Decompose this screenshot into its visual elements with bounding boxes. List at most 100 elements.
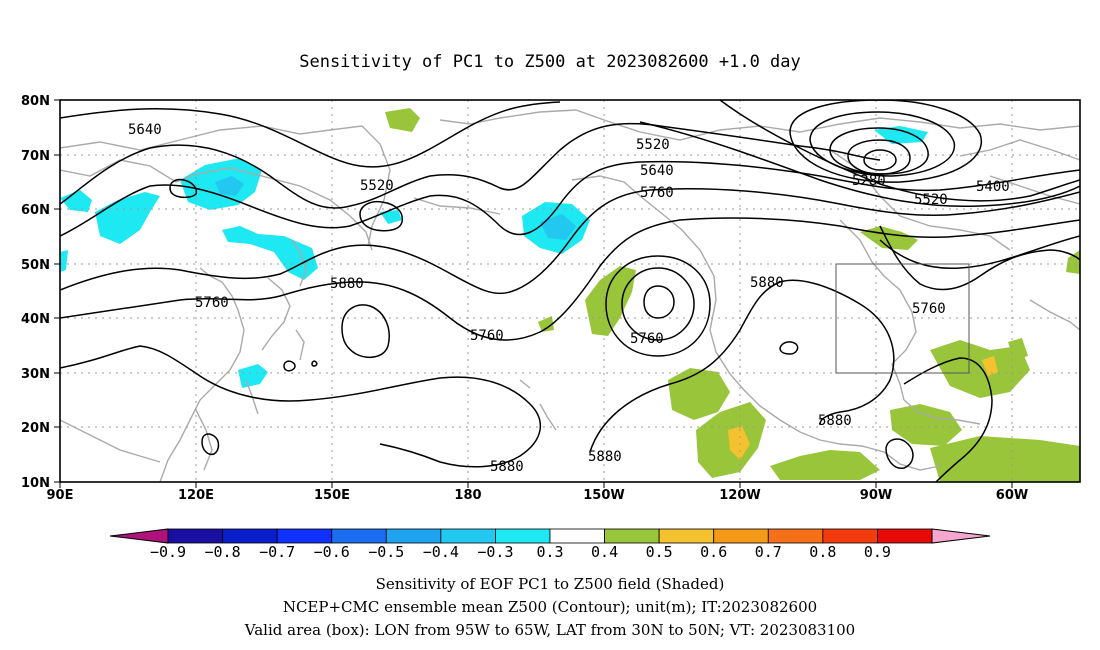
lat-tick-label: 60N — [21, 203, 50, 218]
contour-5760-se-wave — [879, 235, 1080, 270]
positive-shade-caribbean — [890, 404, 962, 446]
contour-label: 5880 — [490, 459, 524, 475]
colorbar-high-triangle — [931, 528, 991, 544]
negative-shade-hudson — [874, 126, 928, 144]
contour-label: 5520 — [360, 178, 394, 194]
colorbar-tick-label: −0.4 — [423, 543, 459, 561]
contour-hudson-low-3 — [829, 127, 929, 175]
positive-shade-atlantic-east — [1066, 250, 1080, 274]
contour-5880-east — [589, 279, 895, 453]
contour-label: 5760 — [470, 328, 504, 344]
contour-hudson-low-outer — [789, 100, 983, 183]
caption-line-3: Valid area (box): LON from 95W to 65W, L… — [244, 621, 855, 639]
lon-tick-label: 150W — [583, 488, 624, 503]
contour-low-usa — [779, 341, 799, 355]
colorbar-tick-label: 0.7 — [755, 543, 782, 561]
negative-shade-kamchatka — [380, 210, 402, 224]
colorbar-tick-label: 0.9 — [864, 543, 891, 561]
contour-label: 5640 — [128, 122, 162, 138]
contour-labels: 5640 5520 5520 5640 5760 5280 5400 5520 … — [128, 122, 1010, 475]
contour-label: 5760 — [630, 331, 664, 347]
colorbar-segment — [495, 528, 551, 544]
contour-5760-mid — [60, 188, 1080, 295]
contour-5880-atlantic — [903, 357, 993, 482]
colorbar-segment — [822, 528, 878, 544]
contour-5400-ne — [719, 100, 1080, 202]
colorbar-tick-label: 0.5 — [646, 543, 673, 561]
lat-tick-label: 20N — [21, 421, 50, 436]
figure-title: Sensitivity of PC1 to Z500 at 2023082600… — [299, 52, 801, 72]
colorbar-segment — [385, 528, 442, 544]
lon-tick-label: 120E — [178, 488, 214, 503]
contour-high-japan-east — [341, 304, 390, 359]
negative-shade-asia-west — [60, 190, 92, 212]
contour-low-kamchatka — [359, 200, 404, 232]
map-panel: 5640 5520 5520 5640 5760 5280 5400 5520 … — [60, 100, 1080, 482]
map-frame — [59, 99, 1081, 483]
contour-low-caribbean — [885, 438, 914, 469]
lon-tick-label: 90W — [860, 488, 892, 503]
contour-5880-mid — [60, 217, 1080, 341]
contour-label: 5400 — [976, 179, 1010, 195]
contour-hudson-low-2 — [809, 111, 956, 177]
positive-shade-arctic — [385, 108, 420, 132]
positive-shade-atlantic-south — [930, 436, 1080, 482]
colorbar-tick-label: −0.3 — [477, 543, 513, 561]
contour-label: 5880 — [750, 275, 784, 291]
colorbar-tick-label: −0.8 — [205, 543, 241, 561]
lon-axis: 90E 120E 150E 180 150W 120W 90W 60W — [47, 482, 1028, 503]
negative-shade-asia-central — [95, 192, 160, 244]
positive-shade-atlantic-ne — [1008, 338, 1028, 360]
contour-5760-lower — [879, 225, 1080, 291]
colorbar: −0.9 −0.8 −0.7 −0.6 −0.5 −0.4 −0.3 0.3 0.4 0.5 0.6… — [109, 528, 991, 561]
contour-label: 5880 — [588, 449, 622, 465]
colorbar-segment — [167, 528, 223, 544]
lat-tick-label: 40N — [21, 312, 50, 327]
lat-tick-label: 50N — [21, 258, 50, 273]
lat-tick-label: 30N — [21, 367, 50, 382]
z500-contours — [60, 100, 1080, 482]
contour-label: 5280 — [852, 173, 886, 189]
colorbar-tick-label: −0.5 — [368, 543, 404, 561]
lon-tick-label: 60W — [996, 488, 1028, 503]
contour-5640-arctic — [60, 101, 561, 168]
colorbar-tick-label: 0.4 — [591, 543, 618, 561]
colorbar-low-triangle — [109, 528, 169, 544]
positive-shade-atlantic-mid — [930, 340, 1030, 398]
negative-shade-gulf-core — [540, 214, 576, 240]
colorbar-segment — [877, 528, 933, 544]
lon-tick-label: 150E — [314, 488, 350, 503]
contour-label: 5880 — [818, 413, 852, 429]
colorbar-tick-label: 0.8 — [809, 543, 836, 561]
contour-low-tropic-1 — [201, 433, 220, 456]
negative-shade-west-edge — [60, 250, 68, 272]
colorbar-tick-label: −0.7 — [259, 543, 295, 561]
colorbar-segment — [276, 528, 333, 544]
negative-shade-asia-core — [215, 176, 244, 196]
sensitivity-shading — [60, 108, 1080, 482]
contour-5520-ne — [639, 121, 1080, 208]
contour-5760-pacific-low — [605, 255, 711, 357]
positive-shade-mexico — [668, 368, 730, 420]
positive-shade-canada — [860, 226, 918, 250]
colorbar-tick-label: 0.6 — [700, 543, 727, 561]
valid-area-box — [835, 263, 970, 374]
positive-shade-tropics-core — [728, 426, 750, 460]
contour-5880-pacific — [60, 345, 542, 468]
contour-label: 5640 — [640, 163, 674, 179]
positive-shade-central-america — [770, 450, 880, 480]
colorbar-segment — [713, 528, 769, 544]
colorbar-tick-label: −0.9 — [150, 543, 186, 561]
positive-shade-atlantic-core — [982, 356, 998, 376]
caption-line-1: Sensitivity of EOF PC1 to Z500 field (Sh… — [376, 575, 725, 593]
colorbar-segment — [767, 528, 824, 544]
contour-5640-mid — [60, 160, 1080, 237]
colorbar-segment — [331, 528, 387, 544]
contour-hudson-low-4 — [847, 139, 911, 175]
contour-low-tropic-3 — [311, 360, 318, 367]
colorbar-segment — [222, 528, 278, 544]
negative-shade-japan — [222, 226, 318, 280]
contour-label: 5760 — [195, 295, 229, 311]
colorbar-segment — [440, 528, 496, 544]
